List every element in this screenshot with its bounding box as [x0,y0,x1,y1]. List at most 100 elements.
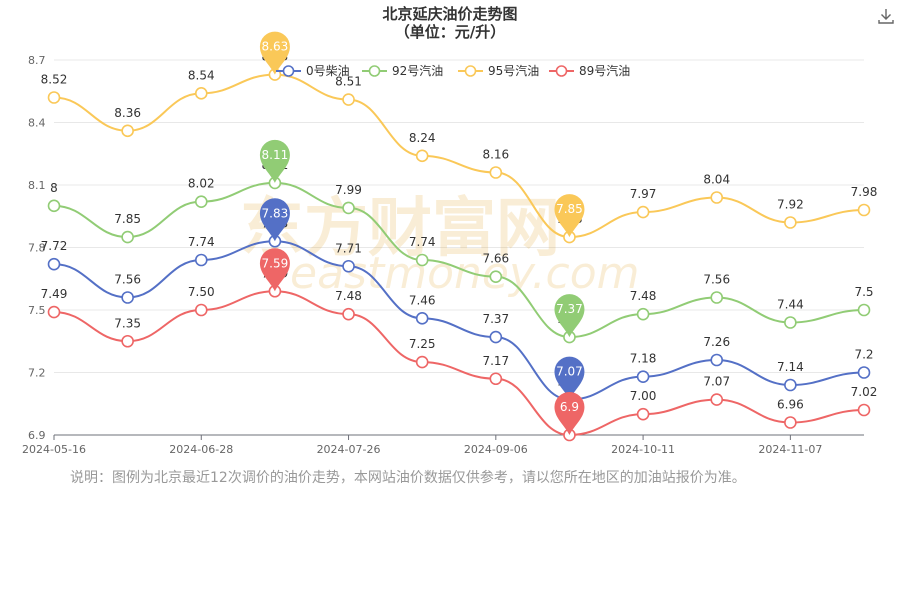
pin-label: 7.85 [556,202,583,216]
legend-item-3: 89号汽油 [549,63,630,78]
data-point [415,149,429,163]
y-tick-label: 7.2 [28,367,46,380]
data-label: 7.44 [777,298,804,312]
legend-marker [555,65,568,77]
data-point [47,91,61,104]
pin-min: 7.07 [554,356,585,400]
pin-max: 8.63 [259,31,290,75]
data-point [636,205,650,219]
series-1: 87.858.028.117.997.747.667.377.487.567.4… [47,158,874,344]
data-label: 8.36 [114,106,141,120]
pin-max: 7.83 [259,198,290,242]
data-label: 7.66 [482,252,509,266]
data-point [784,216,797,229]
data-label: 7.74 [188,235,215,249]
pin-label: 7.07 [556,365,583,379]
data-label: 7.48 [630,289,657,303]
data-label: 7.37 [482,312,509,326]
x-tick-label: 2024-06-28 [169,443,233,456]
legend-label: 92号汽油 [392,63,443,78]
pin-marker [259,31,290,75]
data-label: 7.26 [703,335,730,349]
data-label: 8.04 [703,173,730,187]
data-label: 7.18 [630,352,657,366]
data-label: 8 [50,181,58,195]
y-tick-label: 8.4 [28,117,46,130]
x-tick-label: 2024-07-26 [317,443,381,456]
pin-marker [259,248,290,292]
y-tick-label: 7.5 [28,304,46,317]
pin-min: 7.37 [554,294,585,338]
data-label: 7.56 [114,273,141,287]
data-point [710,191,724,204]
legend-marker [368,65,381,77]
data-point [489,166,503,179]
x-tick-label: 2024-05-16 [22,443,86,456]
data-point [194,87,208,100]
data-label: 8.02 [188,177,215,191]
legend: 0号柴油 92号汽油 95号汽油 89号汽油 [276,63,630,78]
legend-marker [464,65,477,77]
data-point [194,303,208,317]
data-label: 7.5 [854,285,873,299]
data-label: 7.98 [851,185,878,199]
data-label: 7.48 [335,289,362,303]
y-tick-label: 6.9 [28,429,46,442]
chart-note: 说明：图例为北京最近12次调价的油价走势，本网站油价数据仅供参考，请以您所在地区… [70,470,746,486]
legend-item-2: 95号汽油 [458,63,539,78]
data-label: 7.74 [409,235,436,249]
legend-label: 0号柴油 [306,64,350,78]
data-point [342,259,355,273]
data-point [636,407,650,421]
download-icon[interactable] [876,6,896,26]
data-point [784,416,797,429]
data-point [857,366,871,379]
y-tick-label: 7.8 [28,242,46,255]
data-label: 7.07 [703,375,730,389]
data-label: 8.51 [335,75,362,89]
data-label: 7.25 [409,337,436,351]
pin-marker [554,356,585,400]
data-label: 7.50 [188,285,215,299]
chart-subtitle: （单位：元/升） [395,23,505,41]
data-point [784,378,797,392]
pin-marker [554,294,585,338]
x-tick-label: 2024-09-06 [464,443,528,456]
pin-marker [554,194,585,238]
data-point [784,316,797,329]
legend-item-1: 92号汽油 [362,63,443,78]
watermark-en: eastmoney.com [290,248,640,299]
x-tick-label: 2024-10-11 [611,443,675,456]
data-label: 7.46 [409,293,436,307]
data-point [489,372,503,386]
pin-label: 8.63 [262,40,289,54]
pin-marker [259,139,290,183]
series-line [53,290,865,437]
grid-lines [54,59,864,436]
pin-max: 7.59 [259,248,290,292]
data-point [47,257,61,271]
data-label: 7.56 [703,273,730,287]
data-label: 7.99 [335,183,362,197]
x-axis: 2024-05-16 2024-06-28 2024-07-26 2024-09-06… [22,434,864,456]
data-point [710,393,724,406]
data-point [857,203,871,217]
pin-marker [554,392,585,435]
data-point [194,253,208,267]
data-label: 7.71 [335,241,362,255]
data-point [342,93,355,106]
pin-min: 7.85 [554,194,585,238]
pin-label: 7.59 [262,256,289,270]
data-point [710,353,724,367]
y-tick-label: 8.7 [28,54,46,67]
data-label: 8.24 [409,131,436,145]
pin-max: 8.11 [259,139,290,183]
data-point [857,303,871,317]
data-label: 7.85 [114,212,141,226]
data-point [710,291,724,304]
pin-min: 6.9 [554,392,585,435]
data-label: 8.54 [188,68,215,82]
legend-item-0: 0号柴油 [276,64,350,78]
data-label: 8.16 [482,148,509,162]
data-point [415,253,429,267]
